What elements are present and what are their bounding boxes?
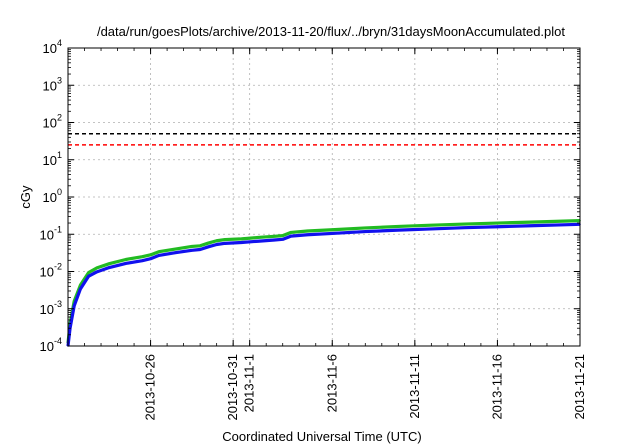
- data-point: [281, 234, 284, 237]
- chart-title: /data/run/goesPlots/archive/2013-11-20/f…: [97, 24, 565, 39]
- data-point: [496, 225, 499, 228]
- data-point: [273, 239, 276, 241]
- series-line: [66, 222, 581, 347]
- data-point: [87, 275, 90, 277]
- reference-lines: [68, 132, 580, 146]
- data-point: [529, 221, 532, 223]
- data-point: [87, 271, 90, 274]
- data-point: [430, 224, 433, 226]
- y-tick-label: 10-2: [40, 262, 62, 280]
- data-point: [199, 248, 201, 251]
- data-point: [108, 266, 111, 269]
- x-tick-label: 2013-11-16: [489, 354, 504, 420]
- series-group: [66, 219, 581, 347]
- data-point: [240, 238, 243, 240]
- data-point: [191, 245, 193, 248]
- y-tick-label: 101: [43, 150, 62, 168]
- data-point: [364, 230, 367, 233]
- y-axis-title: cGy: [18, 185, 33, 209]
- data-point: [199, 244, 201, 247]
- series-line: [66, 219, 581, 344]
- data-point: [257, 240, 259, 243]
- data-point: [331, 228, 334, 231]
- y-tick-label: 10-1: [40, 224, 62, 242]
- data-point: [141, 259, 144, 262]
- data-point: [73, 305, 75, 307]
- y-tick-label: 102: [43, 113, 62, 131]
- data-point: [96, 271, 98, 273]
- data-point: [158, 250, 160, 253]
- data-point: [207, 242, 210, 244]
- data-point: [331, 232, 334, 235]
- x-axis-title: Coordinated Universal Time (UTC): [222, 429, 421, 444]
- x-tick-label: 2013-11-11: [407, 354, 422, 419]
- data-point: [562, 220, 565, 222]
- data-point: [149, 257, 152, 260]
- data-point: [463, 226, 466, 229]
- x-tick-label: 2013-10-26: [143, 354, 158, 421]
- data-point: [306, 230, 309, 232]
- data-point: [207, 246, 210, 248]
- grid: [68, 48, 580, 346]
- data-point: [281, 238, 284, 241]
- data-point: [174, 251, 177, 254]
- y-tick-label: 104: [43, 38, 62, 56]
- data-point: [240, 241, 243, 244]
- data-point: [149, 254, 152, 256]
- data-point: [79, 288, 82, 290]
- data-point: [108, 262, 111, 265]
- data-point: [496, 222, 499, 224]
- data-point: [463, 223, 466, 225]
- x-ticks: 2013-10-26 2013-10-31 2013-11-1 2013-11-6 20…: [67, 48, 587, 421]
- y-tick-label: 10-3: [40, 299, 62, 317]
- y-tick-label: 10-4: [40, 336, 62, 354]
- data-point: [125, 262, 127, 265]
- x-tick-label: 2013-11-1: [242, 354, 257, 412]
- data-point: [96, 267, 98, 269]
- data-point: [290, 235, 292, 237]
- data-point: [290, 231, 292, 234]
- data-point: [529, 224, 532, 227]
- x-tick-label: 2013-11-21: [572, 354, 587, 420]
- data-point: [430, 228, 433, 230]
- x-tick-label: 2013-10-31: [225, 354, 240, 421]
- y-ticks: 10-4 10-3 10-2 10-1 100 101 102 103 104: [40, 38, 580, 354]
- y-tick-label: 100: [43, 187, 62, 205]
- data-point: [224, 242, 226, 245]
- x-tick-label: 2013-11-6: [324, 354, 339, 412]
- data-point: [224, 238, 226, 241]
- y-tick-label: 103: [43, 75, 62, 93]
- data-point: [257, 236, 259, 239]
- data-point: [215, 239, 218, 242]
- data-point: [562, 224, 565, 226]
- data-point: [397, 229, 400, 231]
- data-point: [174, 248, 177, 250]
- data-point: [141, 255, 144, 258]
- data-point: [158, 254, 160, 257]
- data-point: [215, 243, 218, 246]
- data-point: [273, 235, 276, 238]
- data-point: [125, 258, 127, 261]
- data-point: [191, 249, 193, 252]
- data-point: [364, 227, 367, 229]
- data-point: [306, 233, 309, 236]
- data-point: [397, 225, 400, 228]
